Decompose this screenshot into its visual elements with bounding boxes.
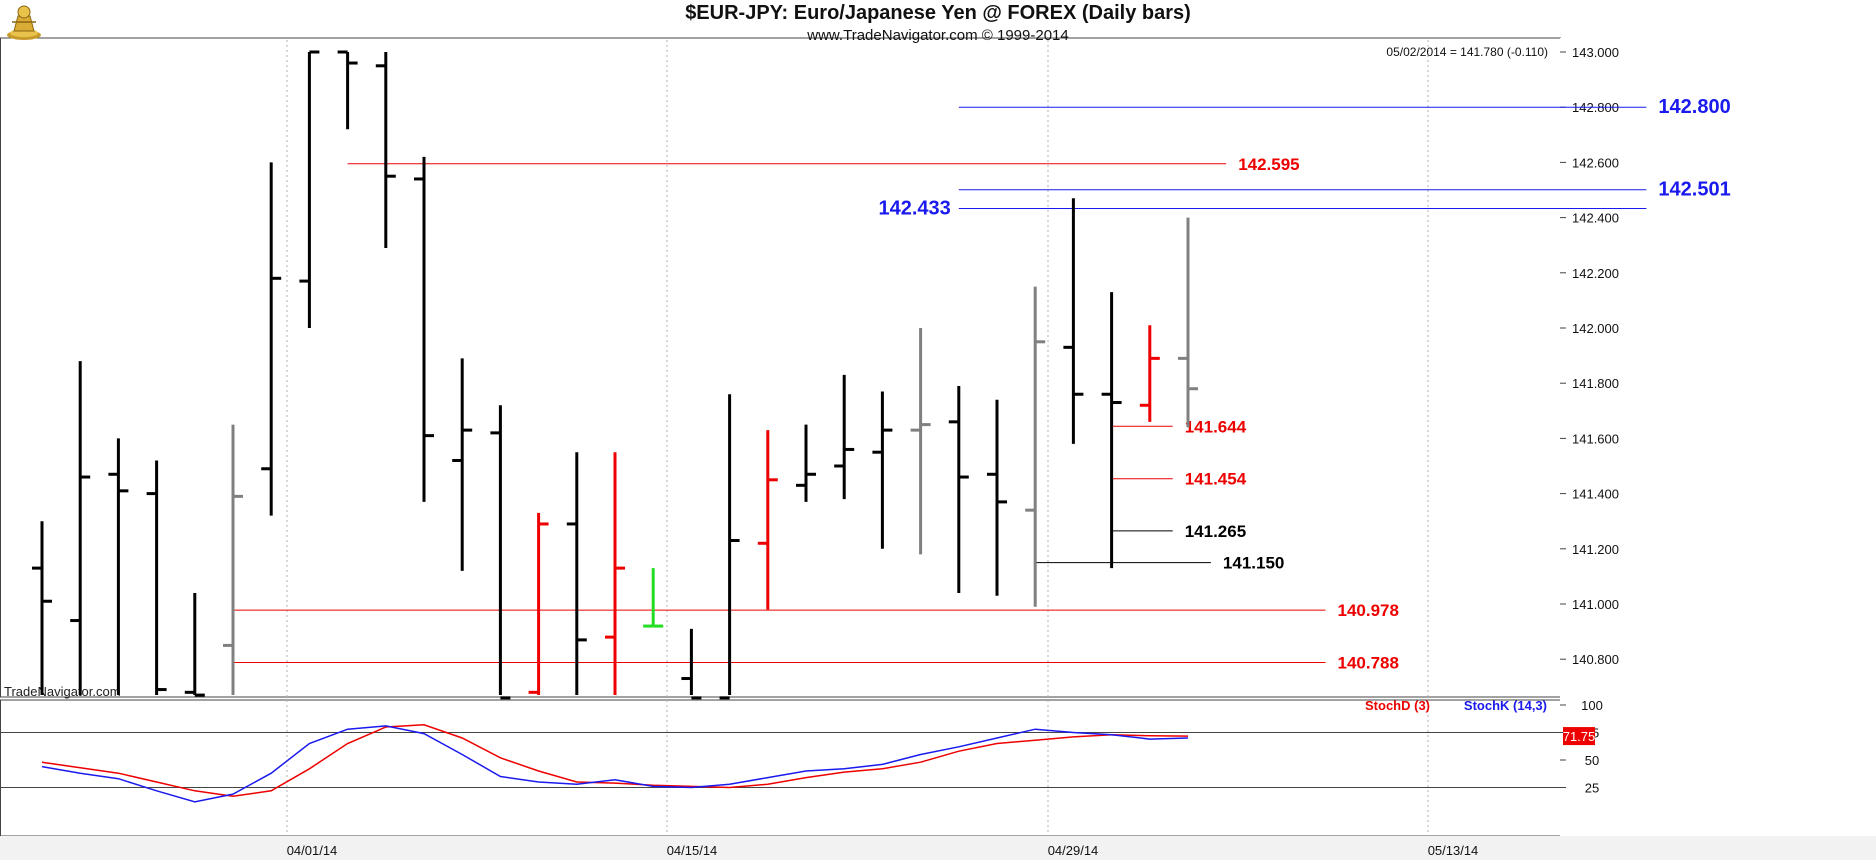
x-tick-label: 05/13/14 (1428, 843, 1479, 858)
stoch-series-line (41, 724, 1189, 798)
level-label: 141.265 (1185, 522, 1246, 541)
trade-navigator-logo-icon (7, 5, 41, 40)
x-tick-label: 04/01/14 (287, 843, 338, 858)
x-tick-label: 04/29/14 (1048, 843, 1099, 858)
y-tick-label: 140.800 (1572, 652, 1619, 667)
y-tick-label: 143.000 (1572, 45, 1619, 60)
stoch-y-tick-label: 100 (1581, 698, 1603, 713)
y-tick-label: 141.200 (1572, 542, 1619, 557)
stoch-y-tick-label: 25 (1585, 781, 1599, 796)
value-axis-band (1560, 38, 1876, 836)
y-tick-label: 141.800 (1572, 376, 1619, 391)
x-tick-label: 04/15/14 (667, 843, 718, 858)
level-label: 142.501 (1658, 179, 1730, 201)
stoch-y-tick-label: 50 (1585, 753, 1599, 768)
y-tick-label: 142.200 (1572, 266, 1619, 281)
last-value-marker (1563, 727, 1595, 746)
last-quote-label: 05/02/2014 = 141.780 (-0.110) (1386, 45, 1548, 59)
chart-subtitle: www.TradeNavigator.com © 1999-2014 (807, 27, 1069, 44)
stochastic-panel-border (0, 699, 1561, 837)
level-label: 141.644 (1185, 417, 1247, 436)
level-label: 141.454 (1185, 470, 1247, 489)
y-tick-label: 141.400 (1572, 487, 1619, 502)
y-tick-label: 142.000 (1572, 321, 1619, 336)
chart-title: $EUR-JPY: Euro/Japanese Yen @ FOREX (Dai… (685, 2, 1191, 24)
legend-stochk: StochK (14,3) (1464, 698, 1547, 713)
y-tick-label: 142.600 (1572, 155, 1619, 170)
level-label: 141.150 (1223, 554, 1284, 573)
level-label: 140.978 (1338, 601, 1399, 620)
date-axis-band (0, 836, 1876, 860)
last-value-label: 71.75 (1563, 729, 1596, 744)
level-label: 140.788 (1338, 654, 1399, 673)
level-label: 142.433 (879, 197, 951, 219)
y-tick-label: 141.600 (1572, 431, 1619, 446)
watermark-text: TradeNavigator.com (4, 684, 121, 699)
level-label: 142.595 (1238, 155, 1299, 174)
y-tick-label: 141.000 (1572, 597, 1619, 612)
y-tick-label: 142.400 (1572, 211, 1619, 226)
stoch-series-line (41, 725, 1189, 803)
legend-stochd: StochD (3) (1365, 698, 1430, 713)
level-label: 142.800 (1658, 96, 1730, 118)
